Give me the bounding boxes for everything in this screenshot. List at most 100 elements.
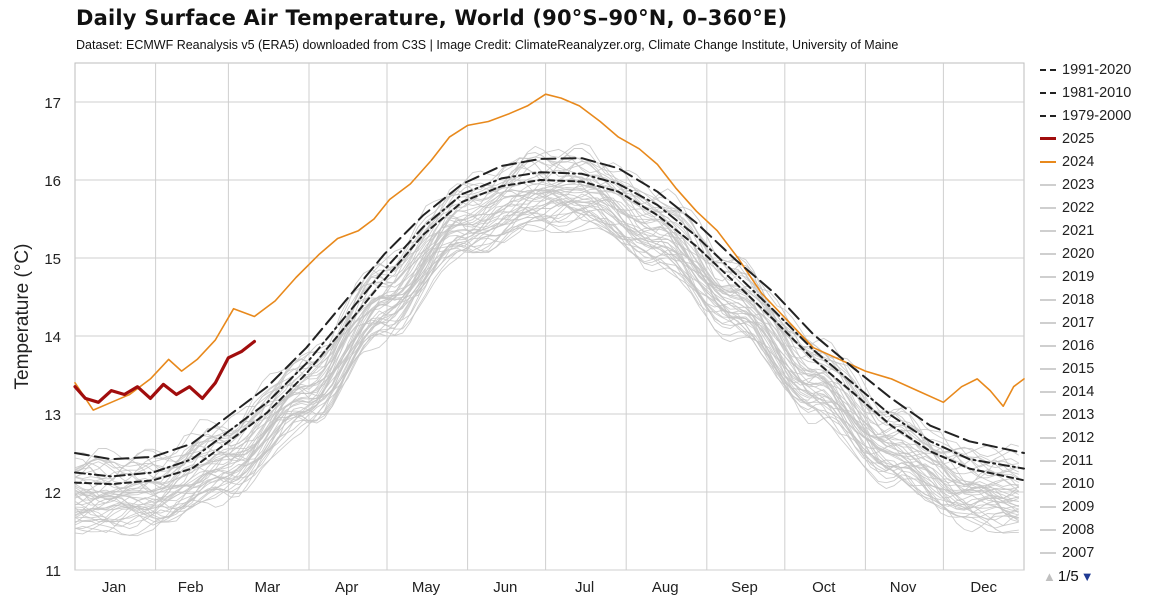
legend-item[interactable]: 2014 — [1040, 380, 1150, 403]
x-tick-label: Apr — [335, 579, 358, 596]
legend-item[interactable]: 2022 — [1040, 196, 1150, 219]
legend-page-down-icon[interactable]: ▼ — [1080, 569, 1094, 584]
legend-item[interactable]: 2012 — [1040, 426, 1150, 449]
legend-label: 2016 — [1062, 337, 1095, 354]
y-tick-label: 14 — [44, 329, 61, 346]
legend-item[interactable]: 1979-2000 — [1040, 104, 1150, 127]
legend-swatch — [1040, 528, 1056, 531]
chart-title: Daily Surface Air Temperature, World (90… — [76, 6, 788, 30]
y-tick-label: 15 — [44, 251, 61, 268]
x-tick-label: Mar — [254, 579, 280, 596]
series-line-2024 — [74, 93, 1025, 411]
legend-label: 2014 — [1062, 383, 1095, 400]
historical-year-line — [74, 193, 1019, 524]
historical-year-line — [74, 142, 1019, 471]
historical-year-line — [74, 155, 1020, 486]
legend-item[interactable]: 2024 — [1040, 150, 1150, 173]
legend-item[interactable]: 2017 — [1040, 311, 1150, 334]
legend-swatch — [1040, 91, 1056, 94]
legend-label: 2021 — [1062, 222, 1095, 239]
series-line-1979-2000 — [74, 179, 1025, 486]
legend-item[interactable]: 2011 — [1040, 449, 1150, 472]
legend-swatch — [1040, 390, 1056, 393]
historical-year-line — [74, 189, 1019, 510]
legend-page-up-icon[interactable]: ▲ — [1043, 569, 1056, 584]
legend-swatch — [1040, 551, 1056, 554]
historical-year-line — [74, 185, 1019, 500]
x-tick-label: Jul — [575, 579, 594, 596]
legend-label: 2009 — [1062, 498, 1095, 515]
legend-item[interactable]: 2023 — [1040, 173, 1150, 196]
legend-label: 2010 — [1062, 475, 1095, 492]
legend-label: 1979-2000 — [1062, 107, 1132, 124]
legend-swatch — [1040, 298, 1056, 301]
legend-item[interactable]: 2025 — [1040, 127, 1150, 150]
legend-item[interactable]: 2009 — [1040, 495, 1150, 518]
historical-year-line — [74, 157, 1019, 484]
axis-layer: 11 12 13 14 15 16 17 Jan Feb Mar Apr May Jun Jul Aug Se… — [12, 95, 998, 596]
historical-year-line — [74, 220, 1019, 536]
historical-year-line — [74, 198, 1019, 523]
historical-year-line — [74, 206, 1019, 529]
grid-layer — [74, 62, 1025, 571]
y-tick-label: 12 — [44, 485, 61, 502]
legend-swatch — [1040, 413, 1056, 416]
y-tick-label: 17 — [44, 95, 61, 112]
legend: 1991-2020 1981-2010 1979-2000 2025 2024 2023 2… — [1040, 58, 1150, 564]
legend-pager: ▲ 1/5 ▼ — [1043, 568, 1094, 585]
historical-year-line — [74, 176, 1020, 499]
historical-year-line — [74, 198, 1020, 522]
series-layer — [73, 93, 1025, 486]
legend-item[interactable]: 2020 — [1040, 242, 1150, 265]
y-axis-label: Temperature (°C) — [12, 244, 33, 390]
series-line-1991-2020 — [74, 157, 1025, 461]
legend-label: 2022 — [1062, 199, 1095, 216]
legend-label: 2012 — [1062, 429, 1095, 446]
historical-year-line — [74, 169, 1019, 495]
legend-swatch — [1040, 229, 1056, 232]
legend-item[interactable]: 2016 — [1040, 334, 1150, 357]
legend-swatch — [1040, 459, 1056, 462]
legend-label: 2024 — [1062, 153, 1095, 170]
legend-swatch — [1040, 137, 1056, 140]
legend-item[interactable]: 2021 — [1040, 219, 1150, 242]
legend-item[interactable]: 1981-2010 — [1040, 81, 1150, 104]
legend-label: 2018 — [1062, 291, 1095, 308]
legend-swatch — [1040, 160, 1056, 163]
legend-swatch — [1040, 275, 1056, 278]
legend-item[interactable]: 2010 — [1040, 472, 1150, 495]
x-tick-label: Nov — [890, 579, 917, 596]
legend-swatch — [1040, 482, 1056, 485]
legend-item[interactable]: 2015 — [1040, 357, 1150, 380]
x-tick-label: May — [412, 579, 441, 596]
legend-label: 2019 — [1062, 268, 1095, 285]
historical-year-line — [74, 193, 1019, 514]
historical-year-line — [74, 206, 1019, 527]
series-line-2025 — [73, 339, 256, 404]
legend-label: 2013 — [1062, 406, 1095, 423]
y-tick-label: 16 — [44, 173, 61, 190]
legend-label: 1991-2020 — [1062, 61, 1132, 78]
legend-item[interactable]: 2013 — [1040, 403, 1150, 426]
y-tick-label: 11 — [45, 563, 61, 580]
y-tick-label: 13 — [44, 407, 61, 424]
historical-year-line — [74, 191, 1019, 516]
historical-year-line — [74, 188, 1019, 508]
legend-item[interactable]: 2019 — [1040, 265, 1150, 288]
legend-swatch — [1040, 252, 1056, 255]
legend-item[interactable]: 2007 — [1040, 541, 1150, 564]
legend-item[interactable]: 2018 — [1040, 288, 1150, 311]
legend-label: 1981-2010 — [1062, 84, 1132, 101]
legend-item[interactable]: 2008 — [1040, 518, 1150, 541]
legend-item[interactable]: 1991-2020 — [1040, 58, 1150, 81]
historical-year-line — [74, 209, 1019, 527]
legend-label: 2023 — [1062, 176, 1095, 193]
legend-swatch — [1040, 206, 1056, 209]
legend-label: 2008 — [1062, 521, 1095, 538]
legend-swatch — [1040, 367, 1056, 370]
legend-swatch — [1040, 68, 1056, 71]
legend-swatch — [1040, 114, 1056, 117]
legend-swatch — [1040, 344, 1056, 347]
chart-subtitle: Dataset: ECMWF Reanalysis v5 (ERA5) down… — [76, 38, 899, 52]
